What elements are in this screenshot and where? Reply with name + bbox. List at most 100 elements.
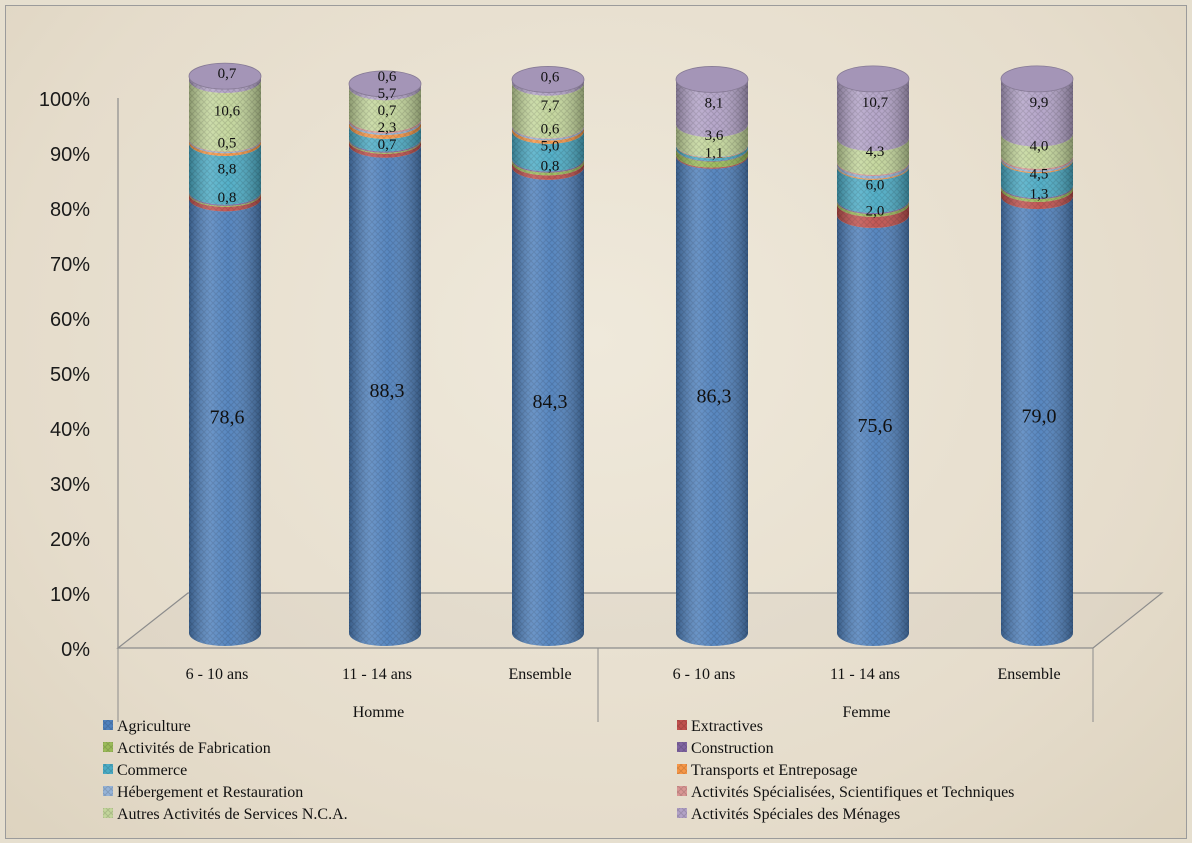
y-tick-label: 70% xyxy=(50,254,90,276)
y-tick-label: 40% xyxy=(50,419,90,441)
bar-top-cap xyxy=(675,66,749,93)
legend-label: Construction xyxy=(691,740,774,757)
legend-label: Agriculture xyxy=(117,718,191,735)
legend: Agriculture Extractives Activités de Fabri… xyxy=(103,718,1014,823)
legend-label: Extractives xyxy=(691,718,763,735)
bar-segment xyxy=(837,162,909,179)
legend-item: Construction xyxy=(677,740,774,757)
bar-segment xyxy=(837,138,909,175)
y-tick-label: 100% xyxy=(39,89,90,111)
bar-top-cap xyxy=(348,70,422,98)
bar-segment xyxy=(837,201,909,217)
y-tick-label: 10% xyxy=(50,584,90,606)
legend-item: Activités Spéciales des Ménages xyxy=(677,806,900,823)
bar-segment xyxy=(1001,196,1073,646)
data-label: 4,3 xyxy=(866,144,885,160)
x-axis: 6 - 10 ans 11 - 14 ans Ensemble 6 - 10 ans 1… xyxy=(117,648,1094,722)
legend-label: Activités de Fabrication xyxy=(117,740,271,757)
legend-label: Activités Spéciales des Ménages xyxy=(691,806,900,823)
x-group-label: Homme xyxy=(353,704,405,721)
bar-segment xyxy=(349,125,421,152)
data-label: 0,6 xyxy=(378,69,397,85)
data-label: 9,9 xyxy=(1030,95,1049,111)
bar-segment xyxy=(1001,186,1073,202)
y-tick-label: 80% xyxy=(50,199,90,221)
data-label: 8,8 xyxy=(218,161,237,177)
data-label: 75,6 xyxy=(858,415,893,437)
x-category-label: Ensemble xyxy=(508,666,571,683)
legend-label: Commerce xyxy=(117,762,187,779)
bar-segment xyxy=(837,214,909,646)
legend-label: Autres Activités de Services N.C.A. xyxy=(117,806,348,823)
bar-segment xyxy=(676,148,748,168)
data-label: 0,8 xyxy=(541,159,560,175)
legend-item: Activités Spécialisées, Scientifiques et… xyxy=(677,784,1014,801)
y-tick-label: 0% xyxy=(61,639,90,661)
legend-item: Transports et Entreposage xyxy=(677,762,858,779)
legend-item: Commerce xyxy=(103,762,187,779)
bar-top-cap xyxy=(836,65,910,93)
data-label: 0,7 xyxy=(378,137,397,153)
data-label: 2,0 xyxy=(866,203,885,219)
y-tick-label: 90% xyxy=(50,144,90,166)
data-label: 7,7 xyxy=(541,98,560,114)
data-label: 2,3 xyxy=(378,120,397,136)
data-label: 0,6 xyxy=(541,122,560,138)
bar-segment xyxy=(512,79,584,96)
bar-segment xyxy=(837,78,909,152)
bar-segment xyxy=(349,122,421,139)
data-label: 5,7 xyxy=(378,86,397,102)
axes: 0% 10% 20% 30% 40% 50% 60% 70% 80% 90% 100% xyxy=(39,89,1164,661)
x-category-label: 6 - 10 ans xyxy=(673,666,736,683)
y-tick-label: 30% xyxy=(50,474,90,496)
legend-item: Autres Activités de Services N.C.A. xyxy=(103,806,348,823)
data-label: 0,5 xyxy=(218,136,237,152)
bar-segment xyxy=(1001,133,1073,169)
bar-segment xyxy=(676,79,748,138)
bar-top-cap xyxy=(511,66,585,93)
legend-label: Transports et Entreposage xyxy=(691,762,858,779)
legend-label: Hébergement et Restauration xyxy=(117,784,303,801)
bar-segment xyxy=(189,140,261,157)
bar-segment xyxy=(676,124,748,158)
bar-segment xyxy=(349,83,421,101)
data-label: 4,0 xyxy=(1030,139,1049,155)
data-label: 0,7 xyxy=(218,66,237,82)
legend-item: Agriculture xyxy=(103,718,191,735)
bar-segment xyxy=(837,166,909,214)
y-tick-label: 50% xyxy=(50,364,90,386)
bar-segment xyxy=(676,155,748,647)
bar-segment xyxy=(512,130,584,172)
bar-segment xyxy=(837,203,909,228)
bar-segment xyxy=(189,76,261,93)
bar-segment xyxy=(1001,160,1073,199)
bar-segment xyxy=(512,166,584,647)
legend-item: Activités de Fabrication xyxy=(103,740,271,757)
bar-segment xyxy=(189,193,261,212)
bar-segment xyxy=(1001,188,1073,210)
data-label: 1,1 xyxy=(705,146,724,162)
data-label: 0,7 xyxy=(378,103,397,119)
data-label: 10,6 xyxy=(214,103,241,119)
data-label: 0,6 xyxy=(541,69,560,85)
x-category-label: 11 - 14 ans xyxy=(342,666,412,683)
x-category-label: 6 - 10 ans xyxy=(186,666,249,683)
bar-segment xyxy=(189,198,261,647)
x-category-label: 11 - 14 ans xyxy=(830,666,900,683)
data-label: 88,3 xyxy=(370,380,405,402)
bars xyxy=(188,62,1074,647)
data-label: 5,0 xyxy=(541,139,560,155)
data-label: 4,5 xyxy=(1030,167,1049,183)
data-label: 84,3 xyxy=(533,391,568,413)
bar-segment xyxy=(676,145,748,162)
bar-segment xyxy=(512,82,584,139)
bar-segment xyxy=(349,144,421,647)
bar-segment xyxy=(189,80,261,152)
bar-top-cap xyxy=(188,62,262,90)
data-label: 0,8 xyxy=(218,190,237,206)
data-label: 78,6 xyxy=(210,407,245,429)
data-label: 6,0 xyxy=(866,177,885,193)
bar-segment xyxy=(512,159,584,176)
data-label: 86,3 xyxy=(697,385,732,407)
